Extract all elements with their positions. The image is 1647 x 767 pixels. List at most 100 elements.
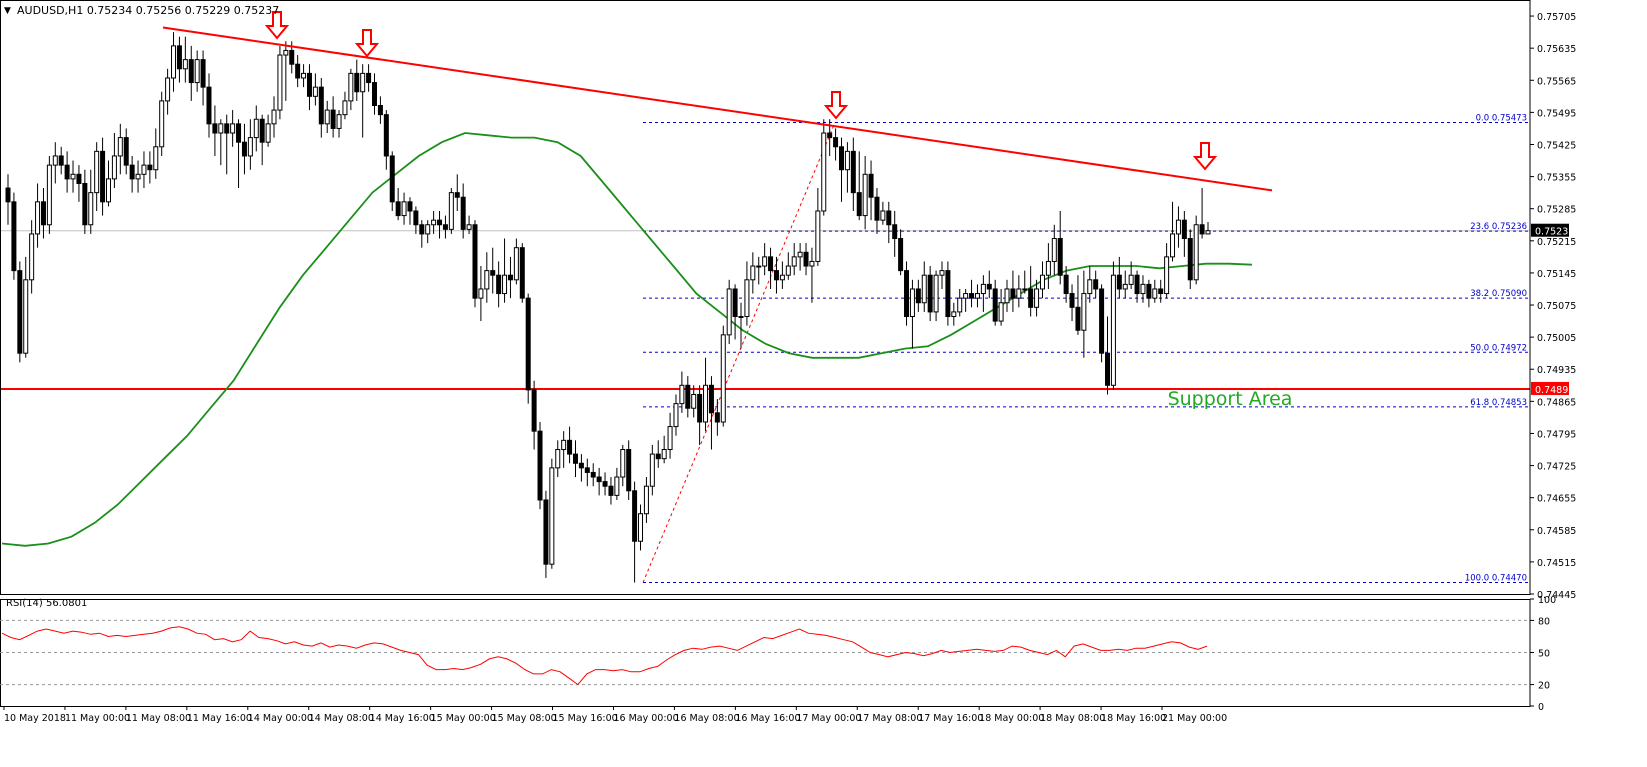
candle-body: [88, 192, 94, 226]
fib-level-label: 50.0 0.74972: [1470, 343, 1527, 353]
candle-body: [632, 490, 638, 542]
candle-body: [957, 297, 963, 313]
price-panel-frame: [0, 0, 1531, 595]
candle-body: [1063, 274, 1069, 295]
candle-body: [306, 72, 312, 97]
candle-body: [785, 265, 791, 276]
time-tick-label: 17 May 00:00: [796, 713, 861, 724]
candle-body: [342, 100, 348, 116]
candle-body: [992, 288, 998, 322]
candle-body: [105, 178, 111, 203]
time-tick-label: 15 May 00:00: [431, 713, 496, 724]
time-tick-label: 17 May 16:00: [918, 713, 983, 724]
candle-body: [1075, 306, 1081, 331]
rsi-tick-label: 20: [1538, 681, 1550, 692]
price-tick-label: 0.74795: [1537, 429, 1576, 440]
candle-body: [909, 288, 915, 317]
candle-body: [951, 311, 957, 317]
fib-level-label: 100.0 0.74470: [1465, 574, 1527, 584]
price-tick-label: 0.74935: [1537, 365, 1576, 376]
candle-body: [165, 77, 171, 102]
time-tick-label: 16 May 00:00: [613, 713, 678, 724]
price-tick-label: 0.74725: [1537, 462, 1576, 473]
candle-body: [513, 247, 519, 281]
candle-body: [466, 224, 472, 230]
candle-body: [502, 274, 508, 295]
candle-body: [94, 150, 100, 194]
candle-body: [1146, 283, 1152, 299]
candle-body: [259, 118, 265, 143]
time-tick-label: 18 May 16:00: [1101, 713, 1166, 724]
candle-body: [141, 164, 147, 175]
candle-body: [1010, 288, 1016, 299]
price-tick-label: 0.75145: [1537, 269, 1576, 280]
chart-menu-arrow-icon[interactable]: ▼: [4, 6, 11, 16]
candle-body: [330, 109, 336, 129]
price-tick-label: 0.75215: [1537, 237, 1576, 248]
candle-body: [543, 499, 549, 565]
candle-body: [1099, 288, 1105, 354]
candle-body: [738, 315, 744, 318]
candle-body: [147, 164, 153, 171]
candle-body: [974, 293, 980, 299]
candle-body: [762, 256, 768, 267]
candle-body: [324, 109, 330, 125]
candle-body: [1116, 274, 1122, 290]
candle-body: [708, 384, 714, 414]
candle-body: [679, 384, 685, 405]
candle-body: [933, 274, 939, 313]
price-tick-label: 0.74515: [1537, 558, 1576, 569]
candle-body: [691, 393, 697, 409]
price-tick-label: 0.74865: [1537, 397, 1576, 408]
price-tick-label: 0.75425: [1537, 140, 1576, 151]
candle-body: [1170, 233, 1176, 258]
candle-body: [638, 513, 644, 542]
candle-body: [880, 210, 886, 221]
candle-body: [1016, 288, 1022, 299]
candle-body: [348, 72, 354, 102]
candle-body: [1069, 293, 1075, 308]
candle-body: [1175, 219, 1181, 235]
candle-body: [797, 251, 803, 258]
candle-body: [212, 123, 218, 134]
candle-body: [773, 270, 779, 281]
candle-body: [52, 155, 58, 166]
candle-body: [667, 426, 673, 451]
down-arrow-icon: [823, 91, 849, 120]
resistance-trendline: [162, 26, 1273, 192]
candle-body: [904, 270, 910, 317]
candle-body: [29, 233, 35, 281]
candle-body: [549, 467, 555, 565]
candle-body: [236, 123, 242, 143]
candle-body: [377, 104, 383, 116]
candle-body: [354, 72, 360, 93]
down-arrow-icon: [264, 11, 290, 40]
price-tick-label: 0.75565: [1537, 76, 1576, 87]
candle-body: [372, 82, 378, 106]
price-tick-label: 0.75075: [1537, 301, 1576, 312]
candle-body: [419, 224, 425, 235]
candle-body: [1128, 274, 1134, 285]
candle-body: [271, 109, 277, 125]
candle-body: [1039, 274, 1045, 290]
candle-body: [389, 155, 395, 203]
candle-body: [247, 137, 253, 157]
candle-body: [82, 182, 88, 226]
time-tick-label: 11 May 08:00: [126, 713, 191, 724]
candle-body: [567, 439, 573, 455]
candle-body: [1193, 224, 1199, 281]
down-arrow-icon: [354, 29, 380, 58]
candle-body: [561, 439, 567, 451]
candle-body: [171, 45, 177, 79]
time-tick-label: 11 May 00:00: [65, 713, 130, 724]
fib-level-label: 23.6 0.75236: [1470, 222, 1527, 232]
candle-body: [194, 59, 200, 84]
candle-body: [5, 187, 11, 203]
price-tick-label: 0.75005: [1537, 333, 1576, 344]
candle-body: [1152, 288, 1158, 299]
candle-body: [602, 481, 608, 487]
candle-body: [874, 196, 880, 221]
candle-body: [70, 173, 76, 180]
price-tick-label: 0.75635: [1537, 44, 1576, 55]
candle-body: [23, 279, 29, 354]
